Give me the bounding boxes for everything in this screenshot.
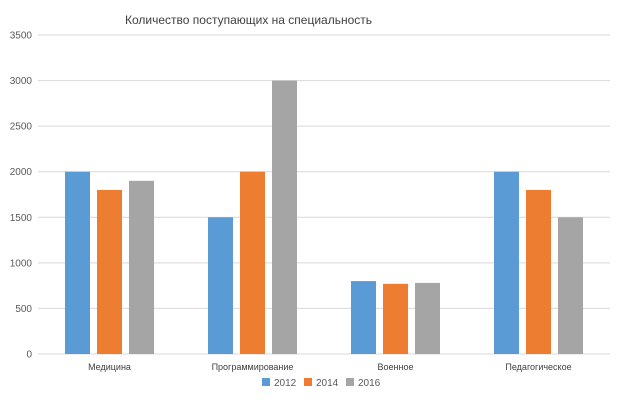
y-tick-label: 0	[26, 350, 32, 361]
x-category-label: Медицина	[88, 362, 131, 372]
y-tick-label: 2500	[10, 122, 33, 133]
y-tick-label: 500	[15, 304, 32, 315]
legend: 2012 2014 2016	[262, 378, 381, 389]
bar-2014-2	[240, 171, 265, 354]
bar-2016-3	[415, 282, 440, 354]
bar-2012-3	[351, 281, 376, 354]
chart-title: Количество поступающих на специальность	[125, 13, 372, 27]
bar-2012-2	[208, 217, 233, 354]
legend-swatch-2016	[346, 378, 354, 386]
legend-label: 2016	[358, 378, 381, 389]
legend-label: 2012	[274, 378, 297, 389]
gridlines	[38, 34, 610, 355]
bar-2014-1	[97, 189, 122, 354]
bar-2016-4	[558, 217, 583, 354]
bar-2016-1	[129, 180, 154, 354]
bars	[65, 80, 583, 355]
legend-label: 2014	[316, 378, 339, 389]
y-tick-label: 3500	[10, 31, 33, 42]
bar-2016-2	[272, 80, 297, 355]
y-tick-label: 1000	[10, 258, 33, 269]
x-category-label: Военное	[378, 362, 414, 372]
bar-2012-1	[65, 171, 90, 354]
bar-2012-4	[494, 171, 519, 354]
x-category-label: Педагогическое	[505, 362, 571, 372]
x-category-label: Программирование	[212, 362, 294, 372]
y-tick-label: 2000	[10, 167, 33, 178]
y-tick-label: 3000	[10, 76, 33, 87]
y-tick-label: 1500	[10, 213, 33, 224]
bar-2014-4	[526, 189, 551, 354]
bar-2014-3	[383, 283, 408, 354]
legend-swatch-2012	[262, 378, 270, 386]
legend-swatch-2014	[304, 378, 312, 386]
y-axis: 0 500 1000 1500 2000 2500 3000 3500	[10, 31, 33, 361]
x-axis: Медицина Программирование Военное Педагогич…	[88, 362, 572, 372]
